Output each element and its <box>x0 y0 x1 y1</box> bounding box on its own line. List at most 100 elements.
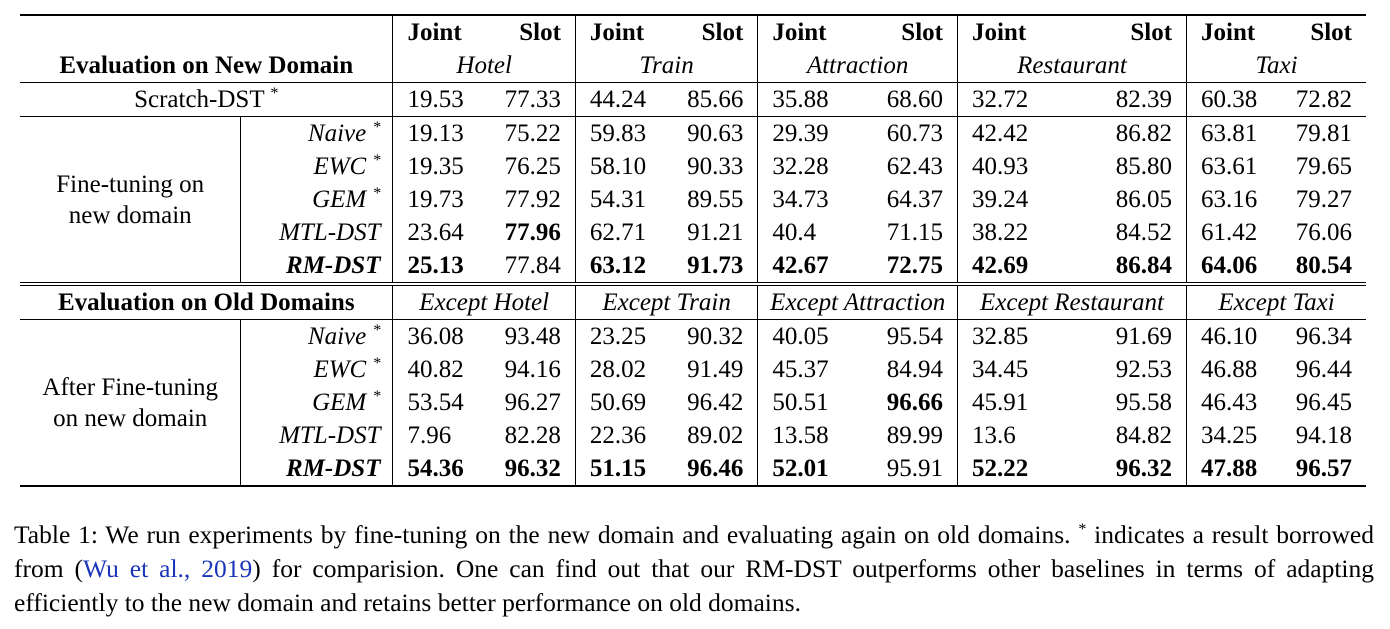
value-cell: 82.28 <box>504 422 561 449</box>
value-cell: 13.6 <box>956 419 1076 452</box>
value-cell: 77.84 <box>504 252 561 279</box>
value-cell: 79.27 <box>1295 186 1352 213</box>
value-cell: 84.94 <box>886 356 943 383</box>
header-row-1: Evaluation on New Domain Joint Slot Join… <box>20 15 1366 79</box>
value-cell: 34.45 <box>956 353 1076 386</box>
value-cell: 91.69 <box>1075 319 1187 353</box>
domain-header-hotel: Hotel <box>392 49 576 83</box>
joint-header: Joint <box>956 15 1076 49</box>
value-cell: 89.99 <box>886 422 943 449</box>
value-cell: 34.73 <box>757 183 857 216</box>
value-cell: 90.63 <box>668 116 758 150</box>
value-cell: 23.64 <box>392 216 487 249</box>
domain-header-attraction: Attraction <box>757 49 958 83</box>
group-label: Fine-tuning on new domain <box>20 116 241 284</box>
value-cell: 64.37 <box>886 186 943 213</box>
value-cell: 61.42 <box>1186 216 1278 249</box>
value-cell: 96.34 <box>1277 319 1366 353</box>
value-cell: 80.54 <box>1295 252 1352 279</box>
value-cell: 60.73 <box>856 116 958 150</box>
citation-link[interactable]: Wu et al., 2019 <box>83 554 253 583</box>
value-cell: 53.54 <box>392 386 487 419</box>
value-cell: 68.60 <box>856 82 958 117</box>
joint-header: Joint <box>1186 15 1278 49</box>
table-row: Fine-tuning on new domain Naive * 19.13 75.2… <box>20 116 1366 284</box>
value-cell: 96.32 <box>1115 455 1173 482</box>
value-cell: 96.57 <box>1295 455 1352 482</box>
value-cell: 75.22 <box>486 116 576 150</box>
value-cell: 40.05 <box>757 319 857 353</box>
value-cell: 96.46 <box>687 455 744 482</box>
slot-header: Slot <box>1130 19 1173 46</box>
value-cell: 96.66 <box>886 389 943 416</box>
value-cell: 95.58 <box>1115 389 1173 416</box>
value-cell: 84.52 <box>1115 219 1173 246</box>
new-domain-header: Evaluation on New Domain <box>59 52 354 79</box>
except-domain-header: Except Train <box>574 282 758 320</box>
value-cell: 63.16 <box>1186 183 1278 216</box>
value-cell: 39.24 <box>956 183 1076 216</box>
value-cell: 42.69 <box>956 249 1076 284</box>
value-cell: 59.83 <box>574 116 669 150</box>
value-cell: 77.92 <box>504 186 561 213</box>
method-name: MTL-DST <box>240 419 393 452</box>
value-cell: 51.15 <box>574 452 669 486</box>
joint-header: Joint <box>757 15 857 49</box>
value-cell: 95.91 <box>886 455 943 482</box>
table-row: RM-DST 25.13 77.84 63.12 91.73 42.67 72.75 42.6… <box>20 249 1366 284</box>
value-cell: 86.05 <box>1115 186 1173 213</box>
value-cell: 25.13 <box>392 249 487 284</box>
table-row: After Fine-tuning on new domain Naive * 36.… <box>20 319 1366 486</box>
value-cell: 42.67 <box>757 249 857 284</box>
method-name: EWC * <box>240 150 393 183</box>
method-name: Naive * <box>240 116 393 150</box>
method-name: MTL-DST <box>240 216 393 249</box>
value-cell: 32.85 <box>956 319 1076 353</box>
method-name: GEM * <box>240 183 393 216</box>
value-cell: 77.33 <box>486 82 576 117</box>
value-cell: 84.82 <box>1115 422 1173 449</box>
value-cell: 44.24 <box>574 82 669 117</box>
value-cell: 63.61 <box>1186 150 1278 183</box>
value-cell: 45.91 <box>956 386 1076 419</box>
value-cell: 94.16 <box>504 356 561 383</box>
value-cell: 85.66 <box>668 82 758 117</box>
value-cell: 86.84 <box>1115 252 1173 279</box>
results-table: Evaluation on New Domain Joint Slot Join… <box>20 14 1366 487</box>
value-cell: 34.25 <box>1186 419 1278 452</box>
value-cell: 89.02 <box>687 422 744 449</box>
value-cell: 62.43 <box>886 153 943 180</box>
table-row: EWC * 40.82 94.16 28.02 91.49 45.37 84.94 34.45… <box>20 353 1366 386</box>
except-domain-header: Except Attraction <box>757 282 958 320</box>
table-row: MTL-DST 23.64 77.96 62.71 91.21 40.4 71.15 38.2… <box>20 216 1366 249</box>
table-caption: Table 1: We run experiments by fine-tuni… <box>14 520 1375 617</box>
value-cell: 46.10 <box>1186 319 1278 353</box>
value-cell: 32.72 <box>956 82 1076 117</box>
value-cell: 50.69 <box>574 386 669 419</box>
value-cell: 13.58 <box>757 419 857 452</box>
slot-header: Slot <box>519 19 561 46</box>
slot-header: Slot <box>701 19 744 46</box>
except-domain-header: Except Hotel <box>392 282 576 320</box>
value-cell: 19.53 <box>392 82 487 117</box>
value-cell: 63.12 <box>574 249 669 284</box>
method-name: GEM * <box>240 386 393 419</box>
value-cell: 82.39 <box>1075 82 1187 117</box>
value-cell: 52.22 <box>956 452 1076 486</box>
value-cell: 77.96 <box>504 219 561 246</box>
value-cell: 95.54 <box>856 319 958 353</box>
joint-header: Joint <box>574 15 669 49</box>
group-label: After Fine-tuning on new domain <box>20 319 241 486</box>
value-cell: 76.25 <box>504 153 561 180</box>
slot-header: Slot <box>1310 19 1352 46</box>
table-row: RM-DST 54.36 96.32 51.15 96.46 52.01 95.91 52.2… <box>20 452 1366 486</box>
value-cell: 96.27 <box>504 389 561 416</box>
value-cell: 91.21 <box>687 219 744 246</box>
value-cell: 32.28 <box>757 150 857 183</box>
value-cell: 62.71 <box>574 216 669 249</box>
value-cell: 76.06 <box>1295 219 1352 246</box>
table-row: GEM * 19.73 77.92 54.31 89.55 34.73 64.37 39.24… <box>20 183 1366 216</box>
method-name: RM-DST <box>240 249 393 284</box>
value-cell: 92.53 <box>1115 356 1173 383</box>
